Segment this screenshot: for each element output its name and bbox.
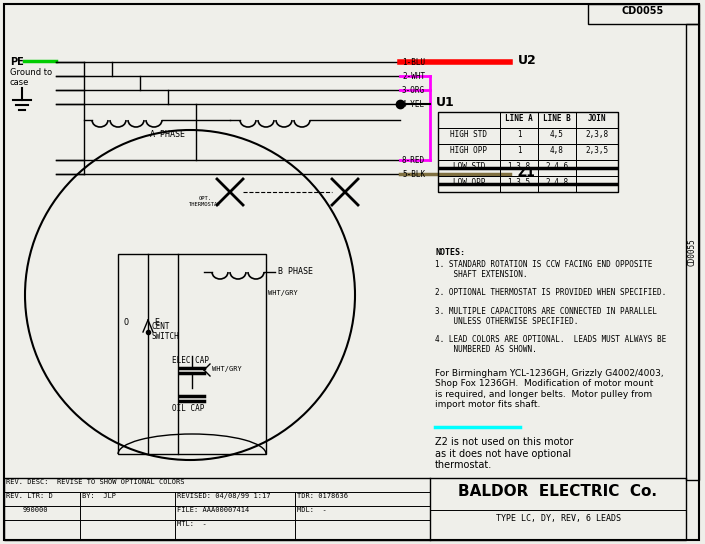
Text: 4-YEL: 4-YEL [402, 100, 425, 109]
Text: 4. LEAD COLORS ARE OPTIONAL.  LEADS MUST ALWAYS BE
    NUMBERED AS SHOWN.: 4. LEAD COLORS ARE OPTIONAL. LEADS MUST … [435, 335, 666, 354]
Text: ELEC CAP: ELEC CAP [172, 356, 209, 365]
Text: A PHASE: A PHASE [150, 130, 185, 139]
Text: CENT
SWITCH: CENT SWITCH [151, 322, 179, 342]
Bar [576, 176, 618, 192]
Text: OPT.
THERMOSTAT: OPT. THERMOSTAT [189, 196, 221, 207]
Text: FILE: AAA00007414: FILE: AAA00007414 [177, 507, 250, 513]
Text: 1,3,8: 1,3,8 [508, 162, 531, 171]
Bar [538, 160, 576, 176]
Text: 8-RED: 8-RED [402, 156, 425, 165]
Bar [538, 144, 576, 160]
Text: 1,3,5: 1,3,5 [508, 178, 531, 187]
Text: 1: 1 [517, 146, 521, 155]
Text: WHT/GRY: WHT/GRY [268, 290, 298, 296]
Text: 4,5: 4,5 [550, 130, 564, 139]
Bar [576, 128, 618, 144]
Text: 1: 1 [517, 130, 521, 139]
Bar [438, 112, 618, 192]
Bar [538, 176, 576, 192]
Text: 4,8: 4,8 [550, 146, 564, 155]
Text: O: O [124, 318, 129, 327]
Bar [438, 112, 500, 128]
Bar [500, 144, 538, 160]
Text: 1-BLU: 1-BLU [402, 58, 425, 67]
Text: 2. OPTIONAL THERMOSTAT IS PROVIDED WHEN SPECIFIED.: 2. OPTIONAL THERMOSTAT IS PROVIDED WHEN … [435, 288, 666, 297]
Text: LOW OPP: LOW OPP [453, 178, 485, 187]
Text: 2,4,6: 2,4,6 [546, 162, 568, 171]
Bar [576, 112, 618, 128]
Bar [500, 112, 538, 128]
Bar [438, 128, 500, 144]
Bar [588, 4, 699, 24]
Bar [538, 112, 576, 128]
Text: CD0055: CD0055 [622, 6, 664, 16]
Text: 2,4,8: 2,4,8 [546, 178, 568, 187]
Text: PE: PE [10, 57, 24, 67]
Text: U2: U2 [518, 54, 537, 67]
Bar [438, 144, 500, 160]
Text: NOTES:: NOTES: [435, 248, 465, 257]
Text: LINE A: LINE A [505, 114, 533, 123]
Text: B PHASE: B PHASE [278, 267, 313, 276]
Text: 2,3,5: 2,3,5 [585, 146, 608, 155]
Bar [118, 254, 266, 454]
Bar [438, 176, 500, 192]
Text: HIGH OPP: HIGH OPP [450, 146, 487, 155]
Text: HIGH STD: HIGH STD [450, 130, 487, 139]
Bar [438, 160, 500, 176]
Text: case: case [10, 78, 30, 87]
Text: 2-WHT: 2-WHT [402, 72, 425, 81]
Text: OIL CAP: OIL CAP [172, 404, 204, 413]
Text: JOIN: JOIN [588, 114, 606, 123]
Bar [500, 176, 538, 192]
Text: MTL:  -: MTL: - [177, 521, 207, 527]
Text: 2,3,8: 2,3,8 [585, 130, 608, 139]
Text: E: E [154, 318, 159, 327]
Bar [686, 24, 699, 480]
Text: Ground to: Ground to [10, 68, 52, 77]
Text: BY:  JLP: BY: JLP [82, 493, 116, 499]
Text: 1. STANDARD ROTATION IS CCW FACING END OPPOSITE
    SHAFT EXTENSION.: 1. STANDARD ROTATION IS CCW FACING END O… [435, 260, 652, 280]
Bar [576, 160, 618, 176]
Bar [538, 128, 576, 144]
Text: BALDOR  ELECTRIC  Co.: BALDOR ELECTRIC Co. [458, 484, 658, 499]
Text: LOW STD: LOW STD [453, 162, 485, 171]
Text: 5-BLK: 5-BLK [402, 170, 425, 179]
Text: Z1: Z1 [518, 166, 536, 179]
Text: REVISED: 04/08/99 1:17: REVISED: 04/08/99 1:17 [177, 493, 271, 499]
Text: CD0055: CD0055 [687, 238, 697, 266]
Text: 3-ORG: 3-ORG [402, 86, 425, 95]
Text: TYPE LC, DY, REV, 6 LEADS: TYPE LC, DY, REV, 6 LEADS [496, 514, 620, 523]
Text: REV. DESC:  REVISE TO SHOW OPTIONAL COLORS: REV. DESC: REVISE TO SHOW OPTIONAL COLOR… [6, 479, 185, 485]
Text: WHT/GRY: WHT/GRY [212, 366, 242, 372]
Text: TDR: 0178636: TDR: 0178636 [297, 493, 348, 499]
Text: Z2 is not used on this motor
as it does not have optional
thermostat.: Z2 is not used on this motor as it does … [435, 437, 573, 470]
Text: MDL:  -: MDL: - [297, 507, 326, 513]
Text: LINE B: LINE B [543, 114, 571, 123]
Bar [500, 128, 538, 144]
Text: REV. LTR: D: REV. LTR: D [6, 493, 53, 499]
Bar [4, 478, 686, 540]
Text: 990000: 990000 [23, 507, 48, 513]
Bar [576, 144, 618, 160]
Text: 3. MULTIPLE CAPACITORS ARE CONNECTED IN PARALLEL
    UNLESS OTHERWISE SPECIFIED.: 3. MULTIPLE CAPACITORS ARE CONNECTED IN … [435, 307, 657, 326]
Text: For Birmingham YCL-1236GH, Grizzly G4002/4003,
Shop Fox 1236GH.  Modification of: For Birmingham YCL-1236GH, Grizzly G4002… [435, 369, 663, 409]
Text: U1: U1 [436, 96, 455, 109]
Bar [500, 160, 538, 176]
